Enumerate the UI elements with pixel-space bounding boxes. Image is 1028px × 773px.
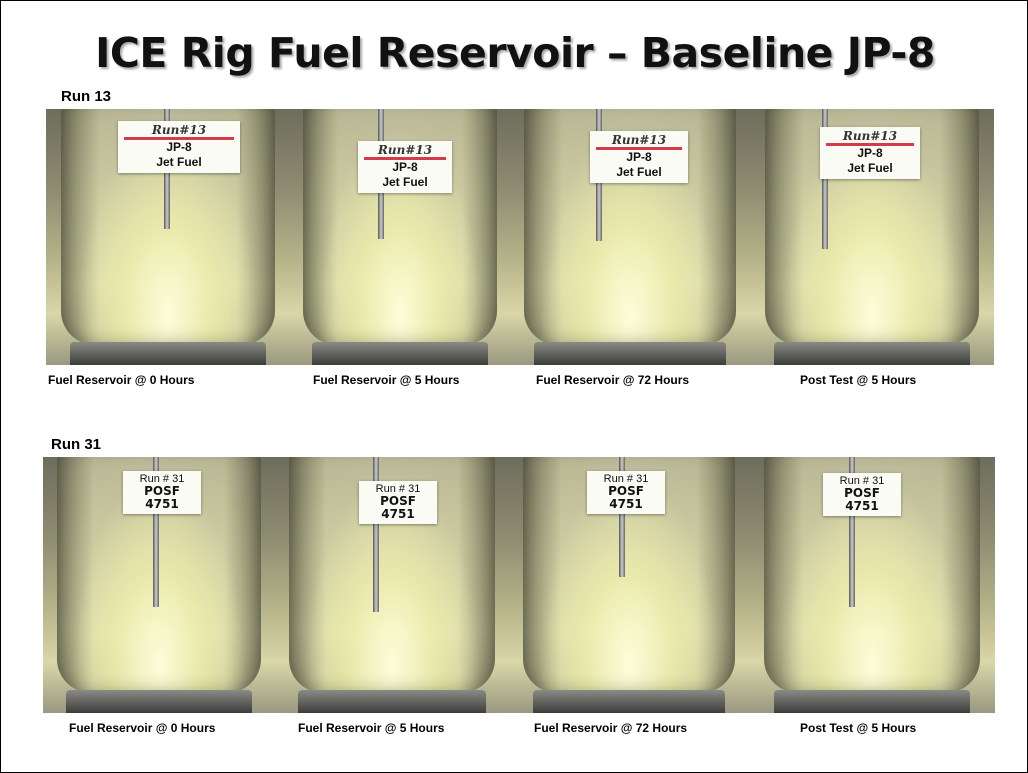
run-13-caption-5h: Fuel Reservoir @ 5 Hours <box>313 373 460 387</box>
run-31-photo-post-test: Run # 31 POSF 4751 <box>749 457 995 713</box>
run-13-photo-post-test: Run#13 JP-8 Jet Fuel <box>750 109 994 365</box>
run-31-label: Run 31 <box>51 436 102 453</box>
tag-fuel-desc: Jet Fuel <box>156 155 202 169</box>
stir-rod <box>373 457 379 612</box>
sample-tag: Run # 31 POSF 4751 <box>123 471 201 514</box>
stir-rod <box>849 457 855 607</box>
tag-run-number: Run # 31 <box>139 473 185 485</box>
run-13-caption-72h: Fuel Reservoir @ 72 Hours <box>536 373 690 387</box>
tag-fuel-desc: Jet Fuel <box>382 175 428 189</box>
sample-tag: Run#13 JP-8 Jet Fuel <box>820 127 920 179</box>
sample-tag: Run # 31 POSF 4751 <box>823 473 901 516</box>
tag-fuel-desc: Jet Fuel <box>847 161 893 175</box>
stir-plate <box>534 341 726 365</box>
run-31-photo-72h: Run # 31 POSF 4751 <box>509 457 749 713</box>
run-31-caption-72h: Fuel Reservoir @ 72 Hours <box>534 721 688 735</box>
tag-run-number: Run#13 <box>596 133 682 150</box>
stir-plate <box>774 341 970 365</box>
sample-tag: Run#13 JP-8 Jet Fuel <box>590 131 688 183</box>
run-13-label: Run 13 <box>61 88 112 105</box>
tag-posf-number: POSF 4751 <box>844 486 880 513</box>
sample-tag: Run # 31 POSF 4751 <box>359 481 437 524</box>
tag-fuel-type: JP-8 <box>392 160 418 174</box>
stir-plate <box>533 689 725 713</box>
tag-fuel-desc: Jet Fuel <box>616 165 662 179</box>
run-31-photo-5h: Run # 31 POSF 4751 <box>275 457 509 713</box>
stir-rod <box>822 109 828 249</box>
tag-run-number: Run # 31 <box>375 483 421 495</box>
stir-plate <box>773 689 971 713</box>
run-13-photo-0h: Run#13 JP-8 Jet Fuel <box>46 109 290 365</box>
stir-plate <box>70 341 266 365</box>
run-31-caption-post-test: Post Test @ 5 Hours <box>800 721 917 735</box>
run-31-photo-0h: Run # 31 POSF 4751 <box>43 457 275 713</box>
stir-rod <box>153 457 159 607</box>
slide-title: ICE Rig Fuel Reservoir – Baseline JP-8 <box>95 29 935 77</box>
sample-tag: Run#13 JP-8 Jet Fuel <box>358 141 452 193</box>
stir-plate <box>312 341 488 365</box>
tag-run-number: Run#13 <box>124 123 234 140</box>
run-13-caption-post-test: Post Test @ 5 Hours <box>800 373 917 387</box>
stir-rod <box>619 457 625 577</box>
run-13-photo-5h: Run#13 JP-8 Jet Fuel <box>290 109 510 365</box>
tag-fuel-type: JP-8 <box>166 140 192 154</box>
run-13-photo-72h: Run#13 JP-8 Jet Fuel <box>510 109 750 365</box>
tag-run-number: Run#13 <box>826 129 914 146</box>
tag-run-number: Run#13 <box>364 143 446 160</box>
tag-posf-number: POSF 4751 <box>608 484 644 511</box>
tag-fuel-type: JP-8 <box>626 150 652 164</box>
tag-run-number: Run # 31 <box>839 475 885 487</box>
tag-posf-number: POSF 4751 <box>144 484 180 511</box>
tag-run-number: Run # 31 <box>603 473 649 485</box>
stir-plate <box>66 689 252 713</box>
stir-plate <box>298 689 486 713</box>
tag-fuel-type: JP-8 <box>857 146 883 160</box>
run-31-caption-5h: Fuel Reservoir @ 5 Hours <box>298 721 445 735</box>
run-13-caption-0h: Fuel Reservoir @ 0 Hours <box>48 373 195 387</box>
sample-tag: Run#13 JP-8 Jet Fuel <box>118 121 240 173</box>
tag-posf-number: POSF 4751 <box>380 494 416 521</box>
sample-tag: Run # 31 POSF 4751 <box>587 471 665 514</box>
run-31-caption-0h: Fuel Reservoir @ 0 Hours <box>69 721 216 735</box>
